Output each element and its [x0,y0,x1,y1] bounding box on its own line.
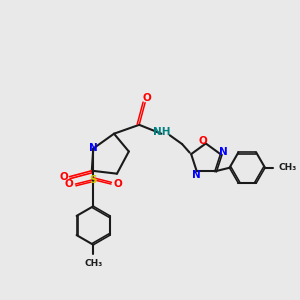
Text: O: O [60,172,69,182]
Text: N: N [89,143,98,153]
Text: N: N [219,147,228,157]
Text: CH₃: CH₃ [279,163,297,172]
Text: O: O [199,136,207,146]
Text: N: N [192,170,201,180]
Text: O: O [142,93,151,103]
Text: O: O [113,179,122,189]
Text: O: O [64,179,74,189]
Text: S: S [89,175,97,184]
Text: CH₃: CH₃ [84,259,102,268]
Text: NH: NH [153,127,171,137]
